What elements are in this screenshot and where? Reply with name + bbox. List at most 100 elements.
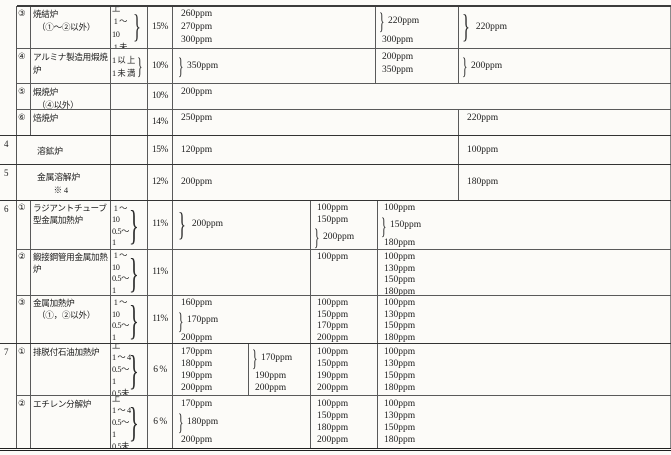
brace-icon: }: [252, 345, 258, 371]
cell-oxygen-pct: 14%: [148, 110, 173, 135]
sub-number: ①: [18, 347, 26, 357]
cell-oxygen-pct: 12%: [148, 165, 173, 200]
cell-furnace-name: ラジアントチューブ 型金属加熱炉: [31, 201, 111, 249]
cell-ppm: } 200ppm: [173, 201, 311, 249]
cell-furnace-name: アルミナ製造用煆焼 炉: [31, 49, 111, 83]
furnace-name: 金属溶解炉: [37, 171, 80, 182]
brace-icon: }: [178, 308, 184, 334]
item-number-cell: [0, 6, 17, 135]
brace-icon: }: [178, 53, 184, 79]
item-number-cell: 7: [0, 344, 17, 448]
ppm-value: 200ppm: [181, 435, 213, 445]
cell-furnace-name: 焙焼炉: [31, 110, 111, 135]
ppm-value: 100ppm: [317, 252, 349, 262]
sub-number-cell: ④: [17, 49, 31, 83]
cell-ppm: [173, 250, 311, 295]
table-row: 金属溶解炉 ※ 4 12% 200ppm 180ppm: [17, 165, 671, 200]
sub-number: ④: [18, 52, 26, 62]
oxygen-pct: 11%: [152, 266, 168, 277]
cell-furnace-name: 鍛接鋼管用金属加熱 炉: [31, 250, 111, 295]
item-block-6: 6 ① ラジアントチューブ 型金属加熱炉 10 以 上 1 ～ 10 0.5～ …: [0, 201, 671, 344]
emission-standards-table: ③ 焼結炉 （①～②以外） 10 以 上 1 ～ 10 1 未 満} 15% 2…: [0, 5, 671, 451]
cell-ppm: 260ppm 270ppm 300ppm: [173, 6, 376, 48]
cell-size-range: [111, 165, 148, 200]
ppm-value: 170ppm: [261, 353, 293, 363]
sub-number: ②: [18, 252, 26, 262]
ppm-values: 100ppm 150ppm 180ppm 200ppm: [317, 399, 349, 445]
furnace-name: 焙焼炉: [33, 113, 58, 123]
ppm-value: 200ppm: [181, 177, 213, 187]
furnace-name: 焼結炉 （①～②以外）: [33, 9, 96, 32]
ppm-value: 170ppm: [187, 315, 219, 326]
cell-ppm: 160ppm } 170ppm 200ppm: [173, 296, 311, 343]
oxygen-pct: 6 %: [153, 364, 167, 375]
cell-furnace-name: 排脱付石油加熱炉: [31, 344, 111, 395]
cell-ppm: 200ppm: [173, 84, 671, 109]
item-number: 4: [4, 139, 9, 149]
table-row: 溶鉱炉 15% 120ppm 100ppm: [17, 136, 671, 164]
cell-oxygen-pct: 10%: [148, 84, 173, 109]
item-block-7: 7 ① 排脱付石油加熱炉 4 以 上 1 ～ 4 0.5～ 1 0.5未 満} …: [0, 344, 671, 448]
ppm-value: 200ppm: [181, 87, 213, 97]
cell-ppm: } 220ppm 300ppm: [376, 6, 459, 48]
ppm-values: 190ppm 200ppm: [255, 371, 287, 393]
table-top-border: [17, 5, 671, 7]
cell-ppm: } 170ppm 190ppm 200ppm: [249, 344, 311, 395]
cell-size-range: [111, 84, 148, 109]
cell-ppm: 220ppm: [459, 110, 671, 135]
ppm-value: 200ppm: [181, 332, 213, 343]
cell-size-range: 10 以 上 1 ～ 10 1 未 満}: [111, 6, 148, 48]
cell-ppm: 100ppm: [459, 136, 671, 164]
cell-furnace-name: エチレン分解炉: [31, 396, 111, 448]
table-row: ⑤ 煆焼炉 （④以外） 10% 200ppm: [17, 84, 671, 110]
ppm-value: 100ppm: [384, 203, 416, 213]
table-row: ① ラジアントチューブ 型金属加熱炉 10 以 上 1 ～ 10 0.5～ 1 …: [17, 201, 671, 250]
ppm-value: 220ppm: [467, 113, 499, 123]
cell-size-range: 10 以 上 1 ～ 10 0.5～ 1 0.5未 満}: [111, 250, 148, 295]
ppm-value: 250ppm: [181, 113, 213, 123]
furnace-name: 煆焼炉 （④以外）: [33, 87, 79, 109]
cell-ppm: 100ppm 150ppm } 200ppm: [311, 201, 378, 249]
sub-number: ③: [18, 298, 26, 308]
item-number: 6: [4, 204, 9, 214]
sub-number: ⑤: [18, 87, 26, 97]
ppm-value: 220ppm: [388, 15, 420, 26]
table-row: ③ 焼結炉 （①～②以外） 10 以 上 1 ～ 10 1 未 満} 15% 2…: [17, 6, 671, 49]
ppm-values: 100ppm 130ppm 150ppm 180ppm: [384, 347, 416, 393]
size-range: 10 以 上 1 ～ 10 0.5～ 1 0.5未 満: [112, 251, 130, 295]
cell-size-range: 4 以 上 1 ～ 4 0.5～ 1 0.5未 満}: [111, 396, 148, 448]
brace-icon: }: [462, 8, 470, 45]
sub-number-cell: ②: [17, 396, 31, 448]
sub-number-cell: ③: [17, 6, 31, 48]
cell-furnace-name: 溶鉱炉: [17, 136, 111, 164]
cell-ppm: 100ppm 150ppm 170ppm 200ppm: [311, 296, 378, 343]
oxygen-pct: 12%: [152, 177, 168, 187]
cell-ppm: 170ppm 180ppm 190ppm 200ppm: [173, 344, 249, 395]
ppm-value: 350ppm: [187, 60, 219, 71]
oxygen-pct: 10%: [152, 91, 168, 101]
size-range: 4 以 上 1 ～ 4 0.5～ 1 0.5未 満: [112, 396, 131, 448]
cell-furnace-name: 金属溶解炉 ※ 4: [17, 165, 111, 200]
table-row: ③ 金属加熱炉 （①，②以外） 10 以 上 1 ～ 10 0.5～ 1 0.5…: [17, 296, 671, 343]
cell-ppm: 180ppm: [459, 165, 671, 200]
sub-number-cell: ⑤: [17, 84, 31, 109]
size-range: 10 以 上 1 ～ 10 0.5～ 1 0.5未 満: [112, 298, 130, 342]
table-row: ① 排脱付石油加熱炉 4 以 上 1 ～ 4 0.5～ 1 0.5未 満} 6 …: [17, 344, 671, 396]
item-block-4: 4 溶鉱炉 15% 120ppm 100ppm: [0, 136, 671, 165]
furnace-name: 溶鉱炉: [37, 145, 63, 156]
cell-ppm: 100ppm 130ppm 150ppm 180ppm: [378, 296, 671, 343]
brace-icon: }: [314, 225, 320, 249]
cell-ppm: } 220ppm: [459, 6, 671, 48]
oxygen-pct: 15%: [152, 21, 168, 32]
brace-icon: }: [137, 54, 143, 79]
cell-oxygen-pct: 15%: [148, 6, 173, 48]
sub-number-cell: ③: [17, 296, 31, 343]
ppm-values: 100ppm 130ppm 150ppm 180ppm: [384, 298, 416, 343]
table-row: ④ アルミナ製造用煆焼 炉 1 以 上 1 未 満} 10% } 350ppm 2…: [17, 49, 671, 84]
cell-oxygen-pct: 11%: [148, 296, 173, 343]
cell-size-range: 10 以 上 1 ～ 10 0.5～ 1 0.5未 満}: [111, 201, 148, 249]
furnace-name: アルミナ製造用煆焼 炉: [33, 52, 108, 75]
cell-ppm: 170ppm } 180ppm 200ppm: [173, 396, 311, 448]
table-row: ⑥ 焙焼炉 14% 250ppm 220ppm: [17, 110, 671, 135]
